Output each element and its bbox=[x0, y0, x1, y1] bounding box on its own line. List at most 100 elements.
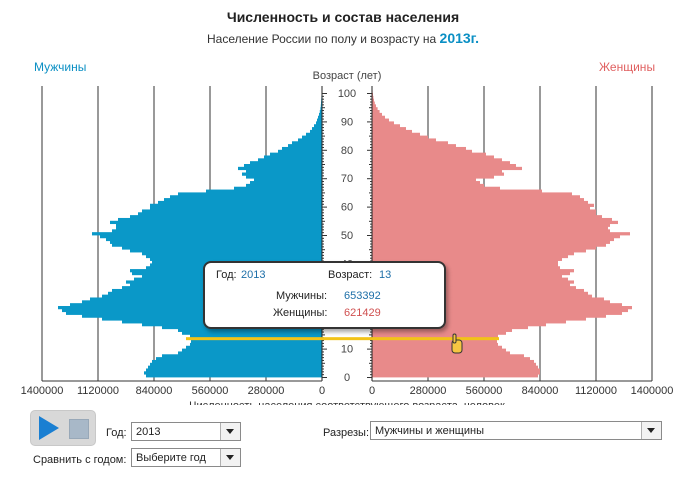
men-bar[interactable] bbox=[254, 178, 322, 182]
chevron-down-icon[interactable] bbox=[220, 449, 240, 466]
women-bar[interactable] bbox=[372, 362, 536, 367]
men-bar[interactable] bbox=[144, 371, 322, 375]
women-bar[interactable] bbox=[372, 104, 376, 108]
men-bar[interactable] bbox=[100, 235, 322, 239]
men-bar[interactable] bbox=[244, 164, 322, 168]
men-bar[interactable] bbox=[258, 158, 322, 162]
men-bar[interactable] bbox=[190, 334, 322, 338]
men-bar[interactable] bbox=[310, 129, 322, 134]
women-bar[interactable] bbox=[372, 317, 586, 321]
women-bar[interactable] bbox=[372, 164, 516, 168]
men-bar[interactable] bbox=[146, 374, 322, 378]
women-bar[interactable] bbox=[372, 132, 420, 136]
men-bar[interactable] bbox=[116, 223, 322, 227]
women-bar[interactable] bbox=[372, 240, 610, 244]
women-bar[interactable] bbox=[372, 331, 506, 335]
men-bar[interactable] bbox=[270, 152, 322, 156]
men-bar[interactable] bbox=[298, 138, 322, 142]
women-bar[interactable] bbox=[372, 198, 584, 202]
men-bar[interactable] bbox=[110, 220, 322, 225]
women-bar[interactable] bbox=[372, 212, 596, 216]
women-bar[interactable] bbox=[372, 271, 570, 276]
men-bar[interactable] bbox=[118, 217, 322, 222]
men-bar[interactable] bbox=[282, 146, 322, 151]
men-bar[interactable] bbox=[278, 149, 322, 154]
women-bar[interactable] bbox=[372, 345, 502, 349]
women-bar[interactable] bbox=[372, 308, 628, 313]
men-bar[interactable] bbox=[306, 132, 322, 136]
women-bar[interactable] bbox=[372, 115, 385, 119]
women-bar[interactable] bbox=[372, 138, 436, 142]
women-bar[interactable] bbox=[372, 348, 506, 352]
men-bar[interactable] bbox=[206, 189, 322, 193]
women-bar[interactable] bbox=[372, 226, 608, 230]
women-bar[interactable] bbox=[372, 311, 622, 315]
men-bar[interactable] bbox=[320, 104, 322, 108]
women-bar[interactable] bbox=[372, 354, 524, 358]
women-bar[interactable] bbox=[372, 192, 572, 196]
women-bar[interactable] bbox=[372, 203, 594, 207]
women-bar[interactable] bbox=[372, 280, 574, 284]
women-bar[interactable] bbox=[372, 141, 448, 145]
men-bar[interactable] bbox=[150, 362, 322, 367]
men-bar[interactable] bbox=[191, 340, 322, 344]
men-bar[interactable] bbox=[164, 198, 322, 202]
men-bar[interactable] bbox=[190, 342, 322, 347]
women-bar[interactable] bbox=[372, 371, 540, 375]
women-bar[interactable] bbox=[372, 215, 602, 219]
men-bar[interactable] bbox=[82, 314, 322, 318]
women-bar[interactable] bbox=[372, 200, 588, 205]
men-bar[interactable] bbox=[112, 243, 322, 247]
men-bar[interactable] bbox=[316, 121, 322, 125]
men-bar[interactable] bbox=[106, 237, 322, 242]
women-bar[interactable] bbox=[372, 155, 494, 159]
women-bar[interactable] bbox=[372, 328, 512, 332]
men-bar[interactable] bbox=[250, 181, 322, 185]
men-bar[interactable] bbox=[130, 215, 322, 219]
men-bar[interactable] bbox=[238, 166, 322, 171]
men-bar[interactable] bbox=[116, 226, 322, 230]
men-bar[interactable] bbox=[112, 229, 322, 233]
women-bar[interactable] bbox=[372, 181, 480, 185]
women-bar[interactable] bbox=[372, 121, 394, 125]
men-bar[interactable] bbox=[82, 300, 322, 304]
men-bar[interactable] bbox=[314, 124, 322, 128]
men-bar[interactable] bbox=[318, 115, 322, 119]
women-bar[interactable] bbox=[372, 237, 614, 242]
women-bar[interactable] bbox=[372, 175, 494, 179]
men-bar[interactable] bbox=[122, 246, 322, 250]
women-bar[interactable] bbox=[372, 183, 484, 188]
men-bar[interactable] bbox=[150, 257, 322, 261]
women-bar[interactable] bbox=[372, 178, 476, 182]
women-bar[interactable] bbox=[372, 320, 566, 324]
women-bar[interactable] bbox=[372, 342, 498, 347]
women-bar[interactable] bbox=[372, 232, 630, 236]
men-bar[interactable] bbox=[312, 127, 322, 131]
play-button[interactable] bbox=[39, 416, 59, 440]
men-bar[interactable] bbox=[320, 107, 322, 111]
women-bar[interactable] bbox=[372, 169, 502, 173]
women-bar[interactable] bbox=[372, 135, 428, 139]
women-bar[interactable] bbox=[372, 158, 502, 162]
men-bar[interactable] bbox=[152, 359, 322, 364]
women-bar[interactable] bbox=[372, 294, 592, 298]
women-bar[interactable] bbox=[372, 368, 540, 372]
men-bar[interactable] bbox=[92, 232, 322, 236]
men-bar[interactable] bbox=[150, 203, 322, 207]
men-bar[interactable] bbox=[234, 186, 322, 190]
women-bar[interactable] bbox=[372, 365, 538, 369]
men-bar[interactable] bbox=[317, 118, 322, 122]
women-bar[interactable] bbox=[372, 235, 620, 239]
men-bar[interactable] bbox=[146, 254, 322, 259]
women-bar[interactable] bbox=[372, 286, 576, 290]
men-bar[interactable] bbox=[62, 308, 322, 313]
men-bar[interactable] bbox=[138, 212, 322, 216]
women-bar[interactable] bbox=[372, 166, 522, 171]
men-bar[interactable] bbox=[242, 172, 322, 176]
men-bar[interactable] bbox=[162, 354, 322, 358]
women-bar[interactable] bbox=[372, 257, 562, 261]
men-bar[interactable] bbox=[178, 351, 322, 355]
women-bar[interactable] bbox=[372, 314, 606, 318]
women-bar[interactable] bbox=[372, 260, 558, 264]
men-bar[interactable] bbox=[246, 169, 322, 173]
